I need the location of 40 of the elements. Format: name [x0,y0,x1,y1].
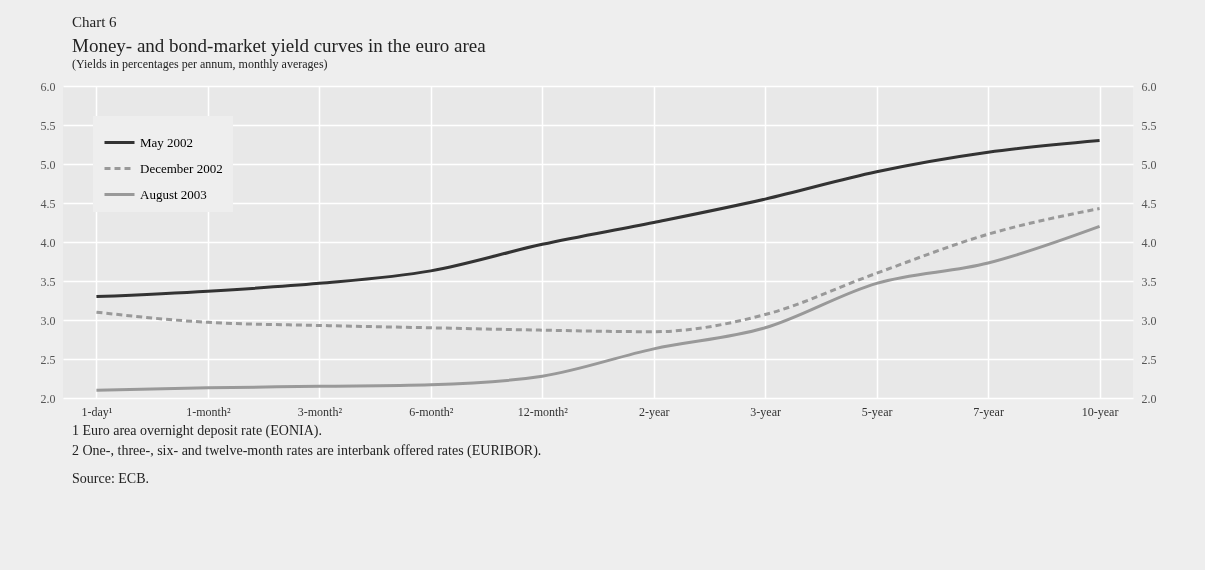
source-note: Source: ECB. [72,470,150,488]
y2-tick-label: 4.5 [1141,196,1157,211]
x-tick-label: 2-year [638,404,670,419]
y-tick-label: 2.5 [40,352,56,367]
legend-label: December 2002 [140,160,223,176]
x-tick-label: 6-month² [409,404,454,419]
x-tick-label: 3-year [750,404,782,419]
y2-tick-label: 3.5 [1141,274,1157,289]
text: 2 One-, three-, six- and twelve-month rates are interbank offered rates (EURIBOR). [72,442,543,460]
y2-tick-label: 6.0 [1141,79,1157,94]
legend-label: August 2003 [140,186,207,202]
legend-label: May 2002 [140,134,194,150]
y-tick-label: 5.5 [40,118,56,133]
chart-subtitle: (Yields in percentages per annum, monthly averages) [72,57,329,72]
y-tick-label: 4.5 [40,196,56,211]
y2-tick-label: 5.5 [1141,118,1157,133]
x-tick-label: 10-year [1081,404,1119,419]
y2-tick-label: 5.0 [1141,157,1157,172]
x-tick-label: 1-month² [186,404,231,419]
text: 1 Euro area overnight deposit rate (EONIA). [72,422,323,440]
y-tick-label: 4.0 [40,235,56,250]
chart-title: Money- and bond-market yield curves in the euro area [72,35,487,57]
line-series [94,206,1102,334]
x-tick-label: 1-day¹ [81,404,113,419]
x-tick-label: 5-year [861,404,893,419]
y-tick-label: 6.0 [40,79,56,94]
line-series [94,139,1102,299]
y2-tick-label: 2.5 [1141,352,1157,367]
x-tick-label: 12-month² [517,404,569,419]
y-tick-label: 3.0 [40,313,56,328]
y2-tick-label: 3.0 [1141,313,1157,328]
line-series [94,224,1102,392]
y2-tick-label: 4.0 [1141,235,1157,250]
x-tick-label: 3-month² [297,404,343,419]
x-tick-label: 7-year [973,404,1004,419]
y-tick-label: 5.0 [40,157,56,172]
y-tick-label: 2.0 [40,391,56,406]
caption: Chart 6 [72,14,118,31]
y2-tick-label: 2.0 [1141,391,1157,406]
y-tick-label: 3.5 [40,274,56,289]
